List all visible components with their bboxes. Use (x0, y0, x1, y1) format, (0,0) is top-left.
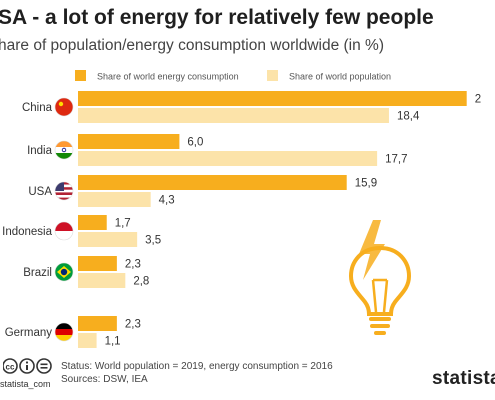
flag-mid (55, 329, 73, 335)
china-flag-body (55, 98, 73, 116)
bar-energy-indonesia (78, 215, 107, 230)
bar-population-usa (78, 192, 151, 207)
lightbulb-icon (348, 220, 412, 335)
brazil-flag-icon (54, 262, 74, 282)
value-label-population-india: 17,7 (385, 154, 407, 166)
category-label-brazil: Brazil (23, 267, 52, 279)
legend-label-0: Share of world energy consumption (97, 72, 239, 82)
value-label-population-brazil: 2,8 (133, 276, 149, 288)
brazil-flag-ring (54, 262, 74, 282)
flag-bottom (55, 335, 73, 341)
category-label-indonesia: Indonesia (2, 226, 52, 238)
bar-energy-china (78, 91, 467, 106)
flag-top (55, 141, 73, 147)
value-label-population-usa: 4,3 (159, 195, 175, 207)
bar-energy-brazil (78, 256, 117, 271)
bar-population-india (78, 151, 378, 166)
footer-handle: statista_com (0, 379, 51, 389)
bar-population-china (78, 108, 389, 123)
india-flag-body (55, 141, 73, 159)
flag-stripe (55, 195, 73, 198)
usa-flag-ring (54, 181, 74, 201)
sources-note: Sources: DSW, IEA (61, 374, 148, 385)
usa-flag-body (55, 182, 73, 200)
legend-label-1: Share of world population (289, 72, 391, 82)
flag-stripe (55, 189, 73, 193)
status-note: Status: World population = 2019, energy … (61, 361, 333, 372)
info-icon (19, 358, 35, 374)
germany-flag-icon (54, 322, 74, 342)
category-label-china: China (22, 102, 53, 114)
flag-star (58, 101, 64, 107)
svg-text:cc: cc (6, 363, 15, 372)
value-label-energy-usa: 15,9 (355, 178, 377, 190)
value-label-population-china: 18,4 (397, 111, 420, 123)
chart-title: SA - a lot of energy for relatively few … (0, 6, 434, 29)
china-flag-icon (54, 97, 74, 117)
creative-commons-icon: cc (3, 358, 18, 374)
legend-swatch-0 (75, 70, 86, 81)
bar-energy-germany (78, 316, 117, 331)
germany-flag-body (55, 323, 73, 341)
flag-stripe (55, 197, 73, 200)
equals-icon (36, 358, 52, 374)
value-label-energy-india: 6,0 (187, 137, 203, 149)
value-label-population-indonesia: 3,5 (145, 235, 161, 247)
brazil-flag-body (55, 263, 73, 281)
category-label-india: India (27, 145, 53, 157)
value-label-energy-brazil: 2,3 (125, 259, 141, 271)
usa-flag-icon (54, 181, 74, 201)
flag-bottom (55, 153, 73, 159)
license-icons: cc (3, 358, 52, 374)
flag-bottom (55, 231, 73, 240)
india-flag-icon (54, 140, 74, 160)
category-label-usa: USA (28, 186, 52, 198)
indonesia-flag-ring (54, 221, 74, 241)
flag-top (55, 323, 73, 329)
bar-population-germany (78, 333, 97, 348)
flag-globe (60, 268, 68, 276)
value-label-energy-indonesia: 1,7 (115, 218, 131, 230)
china-flag-ring (54, 97, 74, 117)
bar-population-brazil (78, 273, 126, 288)
legend-swatch-1 (267, 70, 278, 81)
chart-subtitle: hare of population/energy consumption wo… (0, 37, 384, 54)
value-label-population-germany: 1,1 (105, 336, 121, 348)
flag-canton (55, 182, 64, 191)
source-note: Status: World population = 2019, energy … (61, 360, 333, 386)
india-flag-ring (54, 140, 74, 160)
bar-population-indonesia (78, 232, 138, 247)
value-label-energy-germany: 2,3 (125, 319, 141, 331)
flag-stripe (55, 192, 73, 195)
indonesia-flag-icon (54, 221, 74, 241)
flag-mid (55, 147, 73, 153)
germany-flag-ring (54, 322, 74, 342)
bar-chart: Share of world energy consumption Share o… (2, 70, 481, 348)
bar-energy-usa (78, 175, 347, 190)
statista-logo[interactable]: statista (432, 368, 495, 389)
category-label-germany: Germany (5, 327, 53, 339)
value-label-energy-china: 2 (475, 94, 481, 106)
flag-top (55, 222, 73, 231)
bar-energy-india (78, 134, 180, 149)
indonesia-flag-body (55, 222, 73, 240)
flag-chakra (61, 147, 67, 153)
